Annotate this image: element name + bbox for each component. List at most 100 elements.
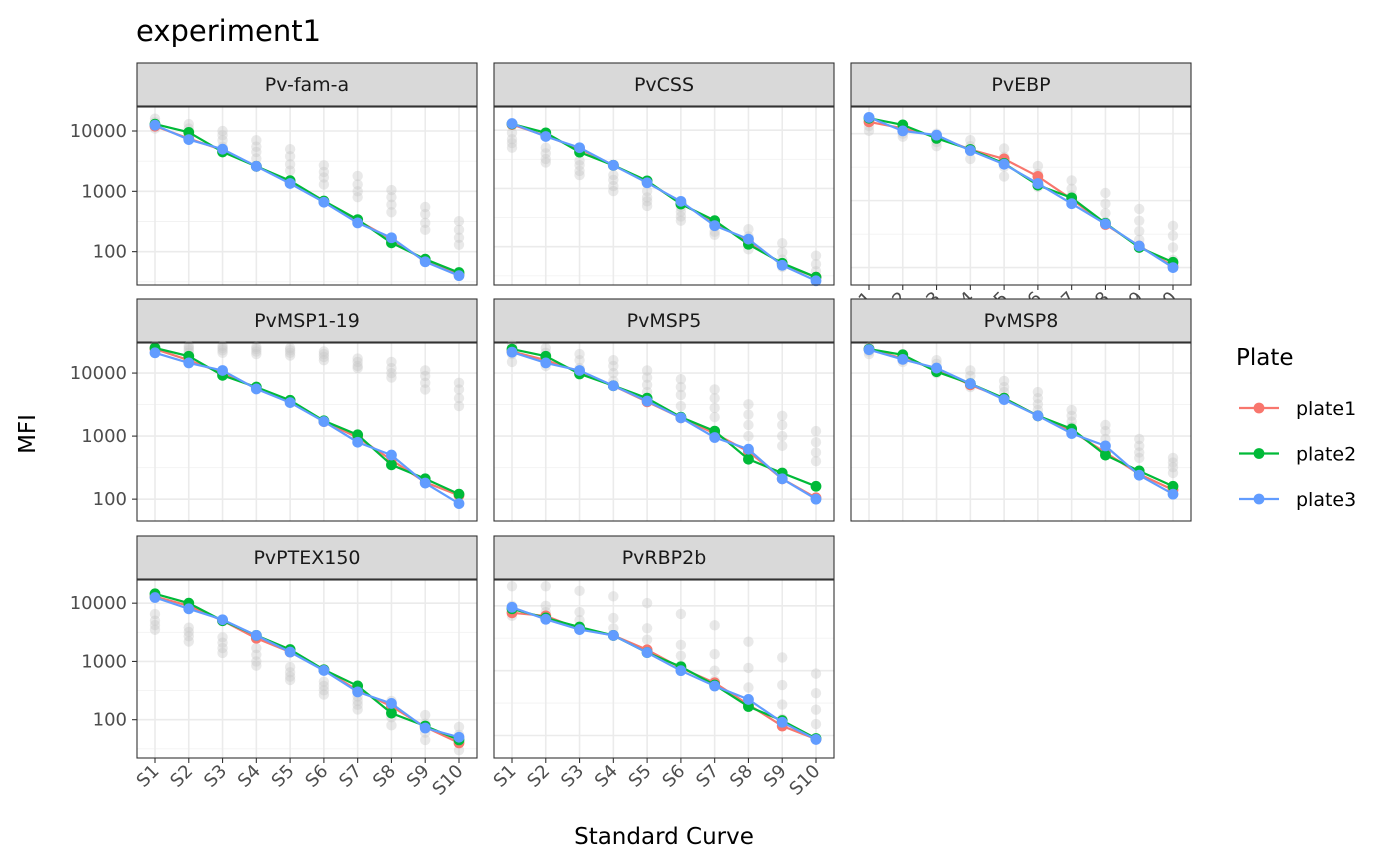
data-point-plate3 <box>1100 440 1111 452</box>
background-point <box>743 399 754 410</box>
background-point <box>149 615 161 626</box>
facet-panel-pv-fam-a: Pv-fam-a 100 1000 10000 <box>70 62 478 286</box>
background-point <box>284 342 296 354</box>
background-point <box>251 135 262 146</box>
y-tick-label: 100 <box>93 242 127 263</box>
facet-panel-pvcss: PvCSS <box>493 62 835 287</box>
background-point <box>453 392 465 404</box>
data-point-plate3 <box>810 493 822 505</box>
background-point <box>284 347 296 358</box>
data-point-plate3 <box>352 436 364 448</box>
background-point <box>675 650 687 661</box>
background-point <box>998 375 1010 387</box>
background-point <box>540 153 551 165</box>
facet-strip-label: Pv-fam-a <box>265 74 349 96</box>
background-point <box>217 347 228 358</box>
background-point <box>743 223 754 235</box>
background-point <box>352 191 363 203</box>
data-point-plate3 <box>675 665 687 677</box>
background-point <box>574 155 585 166</box>
data-point-plate3 <box>540 131 552 142</box>
facet-panel-pvmsp1-19: PvMSP1-19 100 1000 10000 <box>70 298 478 522</box>
background-point <box>998 381 1010 393</box>
background-point <box>641 196 653 207</box>
background-point <box>386 191 397 203</box>
background-point <box>506 142 518 153</box>
x-tick-label: S8 <box>726 761 757 792</box>
data-point-plate3 <box>810 734 822 745</box>
data-point-plate3 <box>743 443 754 455</box>
data-point-plate3 <box>607 380 619 392</box>
facet-strip <box>136 62 478 107</box>
data-point-plate2 <box>1100 449 1111 461</box>
background-point <box>386 184 397 196</box>
background-point <box>284 350 296 361</box>
data-point-plate3 <box>1167 488 1179 500</box>
series-line-plate3 <box>868 116 1174 269</box>
data-point-plate3 <box>506 346 518 358</box>
background-point <box>675 381 687 393</box>
background-point <box>318 179 330 190</box>
background-point <box>675 639 687 651</box>
background-point <box>318 355 330 366</box>
background-point <box>453 232 465 243</box>
background-point <box>675 389 687 401</box>
background-point <box>506 356 518 368</box>
panel-border <box>136 106 478 286</box>
background-point <box>1032 386 1044 398</box>
facet-panel-pvmsp5: PvMSP5 <box>493 298 835 522</box>
panel-background <box>851 107 1191 285</box>
data-point-plate3 <box>284 397 296 409</box>
background-point <box>1032 160 1044 172</box>
background-point <box>1134 203 1145 215</box>
background-point <box>284 165 296 176</box>
background-point <box>641 597 653 609</box>
x-tick-label: S3 <box>557 761 588 792</box>
background-point <box>641 365 653 376</box>
x-tick-label: S2 <box>166 761 197 792</box>
background-point <box>217 647 228 659</box>
y-tick-label: 1000 <box>81 426 127 447</box>
background-point <box>183 636 194 647</box>
background-point <box>217 632 228 643</box>
background-point <box>318 689 330 700</box>
background-point <box>777 430 788 442</box>
background-point <box>420 217 431 229</box>
data-point-plate2 <box>743 453 754 465</box>
data-point-plate3 <box>897 125 909 137</box>
x-tick-label: S1 <box>133 761 164 792</box>
background-point <box>641 623 653 634</box>
data-point-plate3 <box>149 347 161 359</box>
background-point <box>217 135 228 146</box>
data-point-plate3 <box>284 646 296 658</box>
background-point <box>608 180 619 192</box>
legend-item-plate1: plate1 <box>1239 398 1356 420</box>
x-tick-label: S5 <box>268 761 299 792</box>
data-point-plate3 <box>709 432 721 443</box>
legend-item-plate2: plate2 <box>1239 444 1356 466</box>
series-line-plate3 <box>154 351 460 505</box>
x-tick-label: S10 <box>428 761 467 800</box>
data-point-plate3 <box>419 722 431 734</box>
background-point <box>420 208 431 220</box>
facet-strip-label: PvMSP5 <box>627 310 702 332</box>
background-point <box>1134 215 1145 226</box>
data-point-plate3 <box>998 394 1010 405</box>
facet-strip <box>493 535 835 580</box>
background-point <box>810 718 822 730</box>
data-point-plate3 <box>250 160 262 172</box>
facet-strip <box>850 62 1192 107</box>
background-point <box>420 734 431 746</box>
background-point <box>251 642 262 654</box>
background-point <box>1100 425 1111 437</box>
background-point <box>506 134 518 145</box>
data-point-plate3 <box>1100 218 1111 230</box>
background-point <box>540 600 551 612</box>
background-point <box>420 709 431 721</box>
data-point-plate3 <box>810 275 822 287</box>
background-point <box>540 157 551 168</box>
data-point-plate3 <box>897 353 909 365</box>
background-point <box>420 224 431 236</box>
series-line-plate3 <box>511 351 817 501</box>
background-point <box>931 140 942 152</box>
